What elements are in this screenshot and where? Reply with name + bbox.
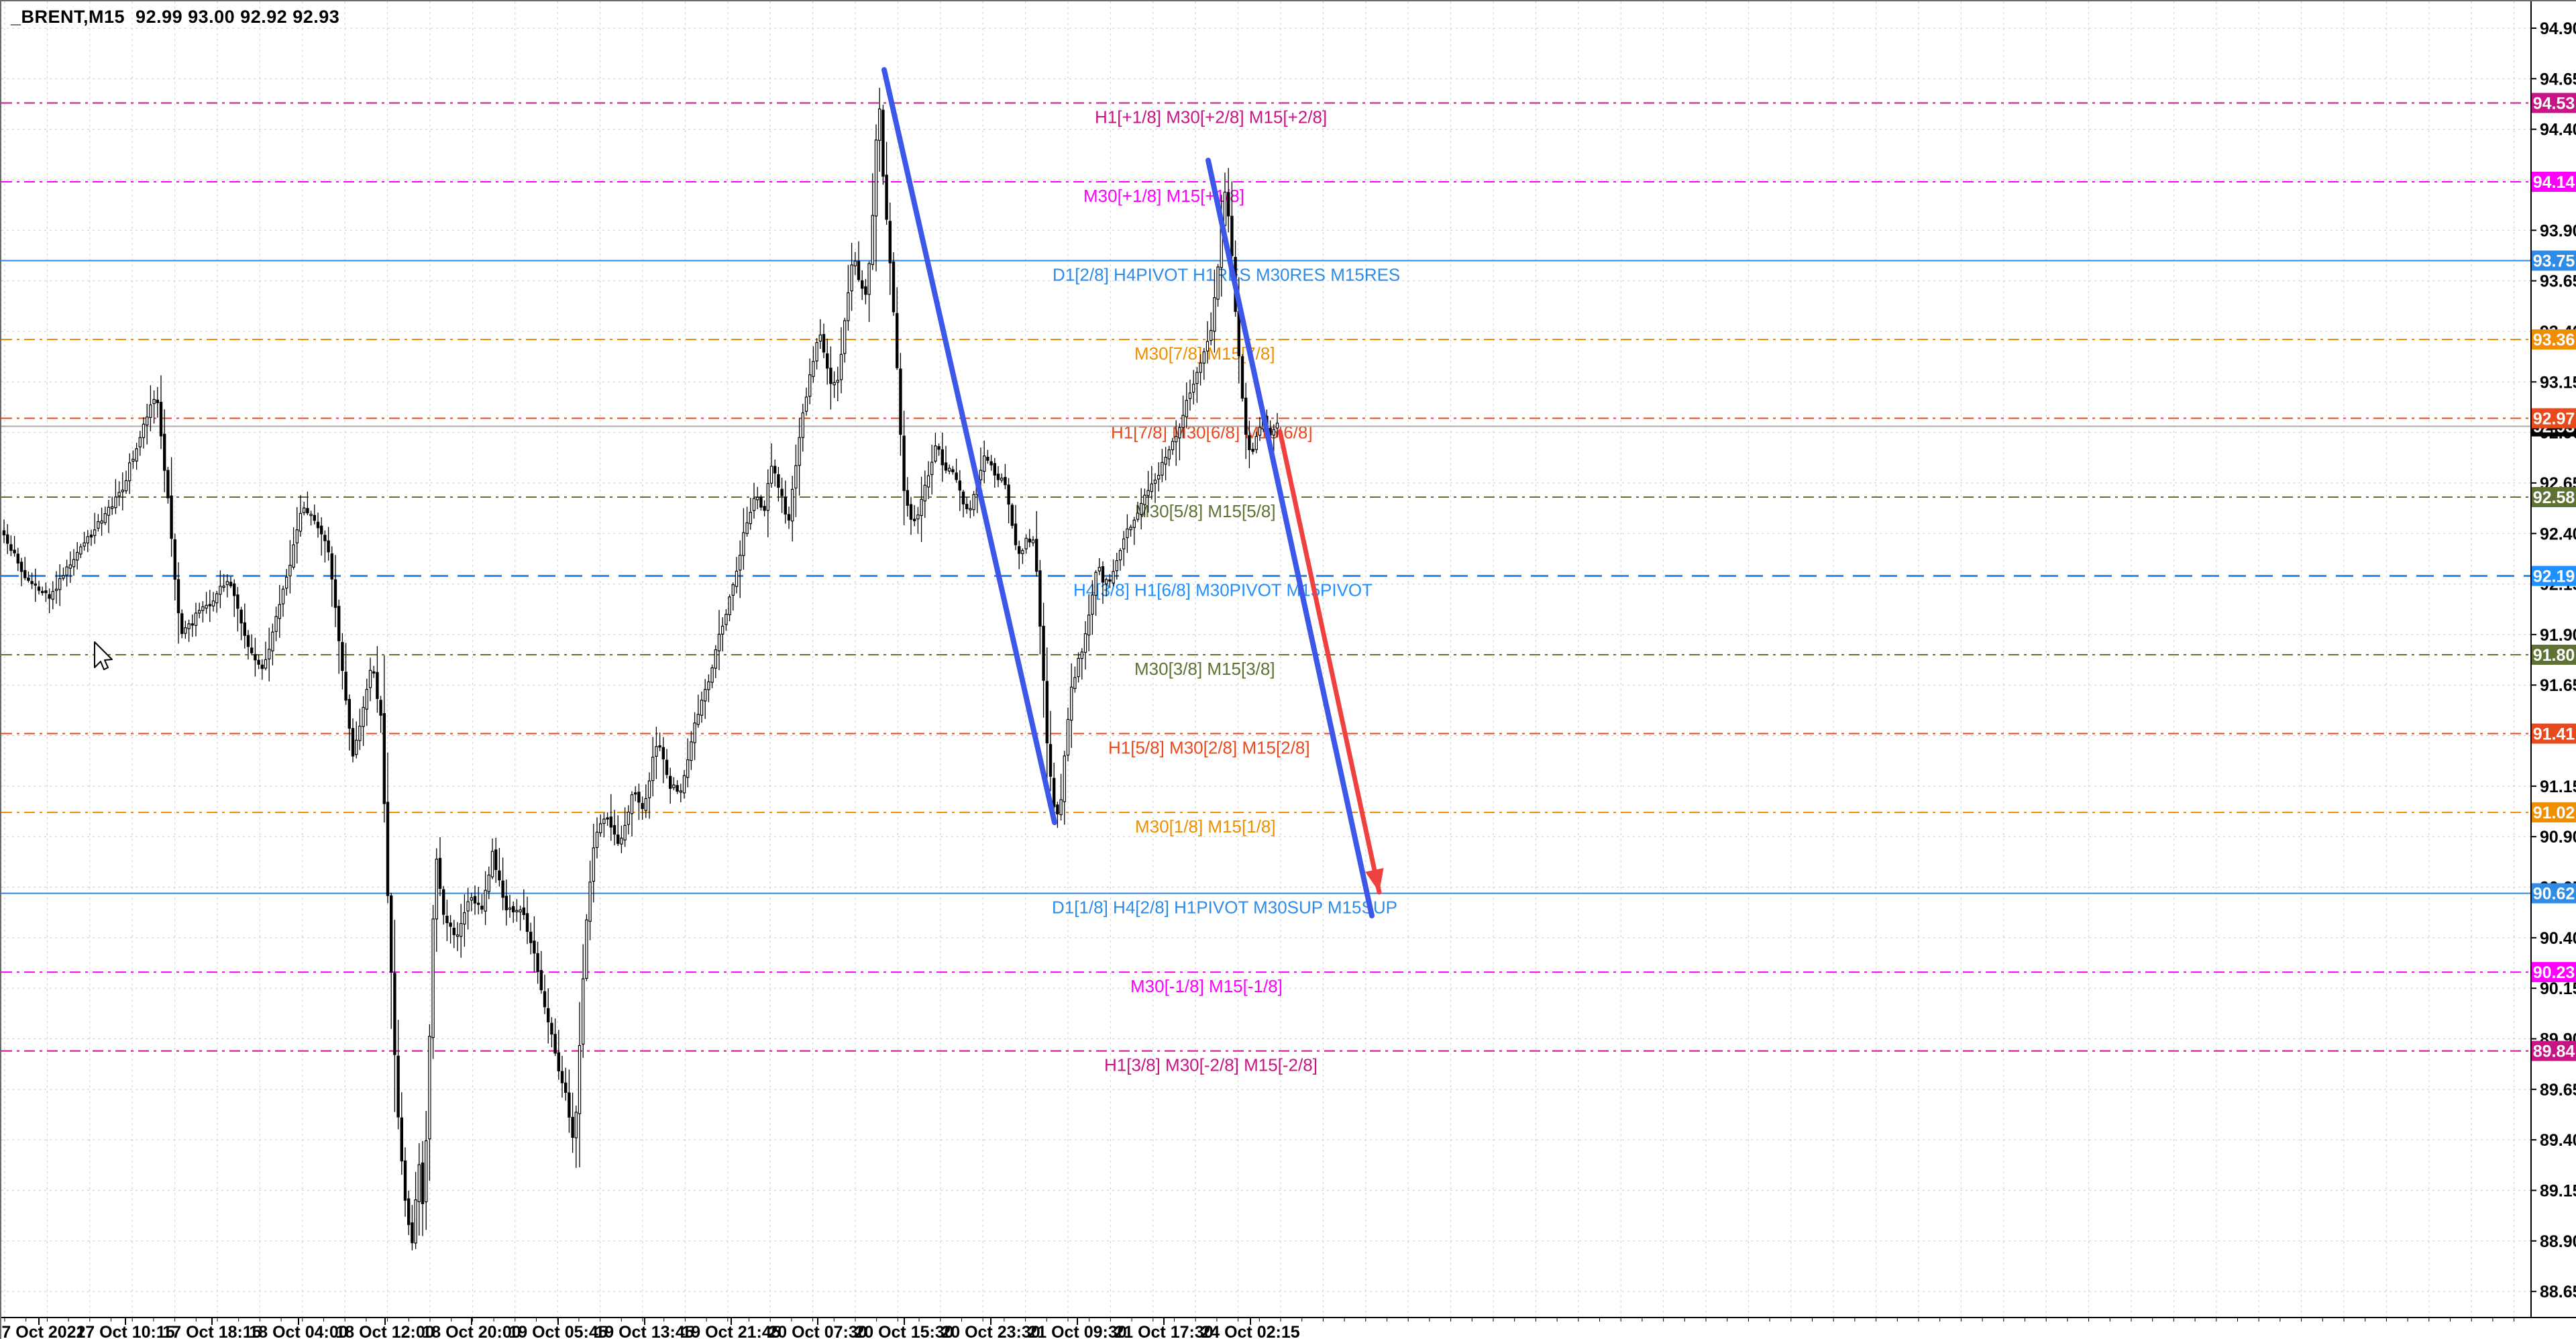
svg-text:90.62: 90.62 [2533, 885, 2575, 904]
price-tick-label: 94.90 [2540, 19, 2576, 38]
price-tick-label: 90.90 [2540, 828, 2576, 847]
time-tick-label: 17 Oct 18:15 [162, 1323, 261, 1339]
candles-layer [2, 87, 1279, 1250]
level-label: H1[5/8] M30[2/8] M15[2/8] [1108, 738, 1310, 758]
price-tick-label: 91.65 [2540, 676, 2576, 695]
price-tick-label: 89.65 [2540, 1081, 2576, 1100]
level-price-badge [2532, 1040, 2576, 1061]
level-label: M30[+1/8] M15[+1/8] [1083, 186, 1244, 206]
level-label: M30[-1/8] M15[-1/8] [1130, 976, 1283, 996]
time-tick-label: 18 Oct 12:00 [335, 1323, 434, 1339]
level-label: M30[1/8] M15[1/8] [1135, 816, 1276, 837]
level-lines-layer: H1[+1/8] M30[+2/8] M15[+2/8] M30[+1/8] M1… [1, 102, 2531, 1075]
level-label: H1[3/8] M30[-2/8] M15[-2/8] [1104, 1055, 1318, 1075]
mouse-cursor-icon [94, 641, 113, 670]
level-price-badge [2532, 93, 2576, 113]
level-label: M30[3/8] M15[3/8] [1134, 659, 1275, 679]
svg-text:93.75: 93.75 [2533, 252, 2575, 270]
price-tick-label: 93.90 [2540, 221, 2576, 240]
time-tick-label: 19 Oct 05:45 [508, 1323, 607, 1339]
price-tick-label: 91.15 [2540, 778, 2576, 796]
level-label: D1[1/8] H4[2/8] H1PIVOT M30SUP M15SUP [1052, 898, 1397, 918]
price-tick-label: 88.65 [2540, 1283, 2576, 1301]
arrowhead-icon [1365, 867, 1384, 892]
price-tick-label: 89.15 [2540, 1181, 2576, 1200]
symbol-ohlc-overlay: _BRENT,M15 92.99 93.00 92.92 92.93 [11, 7, 340, 27]
level-label: H4[3/8] H1[6/8] M30PIVOT M15PIVOT [1073, 580, 1373, 600]
svg-text:90.23: 90.23 [2533, 963, 2575, 982]
trendlines-layer[interactable] [881, 67, 1384, 918]
price-tick-label: 90.15 [2540, 979, 2576, 998]
level-label: D1[2/8] H4PIVOT H1RES M30RES M15RES [1053, 264, 1400, 284]
svg-text:92.58: 92.58 [2533, 488, 2575, 507]
svg-text:92.19: 92.19 [2533, 568, 2575, 586]
time-tick-label: 19 Oct 13:45 [595, 1323, 694, 1339]
level-price-badge [2532, 250, 2576, 271]
time-tick-label: 17 Oct 10:15 [76, 1323, 174, 1339]
price-tick-label: 94.65 [2540, 70, 2576, 89]
svg-text:89.84: 89.84 [2533, 1042, 2575, 1061]
level-price-badge [2532, 487, 2576, 508]
price-tick-label: 90.40 [2540, 929, 2576, 948]
trend-line [881, 67, 1057, 825]
trend-line [1205, 158, 1375, 918]
level-price-badge [2532, 962, 2576, 983]
level-price-badge [2532, 883, 2576, 904]
time-tick-label: 24 Oct 02:15 [1201, 1323, 1299, 1339]
time-tick-label: 18 Oct 04:00 [249, 1323, 347, 1339]
svg-text:94.53: 94.53 [2533, 94, 2575, 113]
svg-text:91.02: 91.02 [2533, 804, 2575, 822]
svg-text:92.97: 92.97 [2533, 410, 2575, 429]
time-tick-label: 18 Oct 20:00 [422, 1323, 521, 1339]
svg-text:91.80: 91.80 [2533, 646, 2575, 665]
time-tick-label: 17 Oct 2022 [1, 1323, 86, 1339]
price-tick-label: 88.90 [2540, 1232, 2576, 1251]
level-price-badge [2532, 723, 2576, 744]
time-tick-label: 20 Oct 07:30 [768, 1323, 867, 1339]
level-price-badge [2532, 566, 2576, 586]
trend-arrow [1277, 429, 1382, 895]
level-label: M30[5/8] M15[5/8] [1135, 501, 1276, 521]
level-price-badge [2532, 171, 2576, 192]
level-label: H1[+1/8] M30[+2/8] M15[+2/8] [1095, 107, 1327, 127]
svg-text:93.36: 93.36 [2533, 331, 2575, 350]
time-tick-label: 20 Oct 15:30 [855, 1323, 953, 1339]
time-tick-label: 21 Oct 17:30 [1114, 1323, 1213, 1339]
level-price-badge [2532, 645, 2576, 665]
price-tick-label: 91.90 [2540, 626, 2576, 645]
time-tick-label: 21 Oct 09:30 [1028, 1323, 1126, 1339]
price-tick-label: 89.40 [2540, 1131, 2576, 1150]
price-tick-label: 93.65 [2540, 272, 2576, 291]
time-tick-label: 19 Oct 21:45 [682, 1323, 780, 1339]
level-price-badge [2532, 408, 2576, 429]
svg-text:91.41: 91.41 [2533, 725, 2575, 744]
time-tick-label: 20 Oct 23:30 [941, 1323, 1040, 1339]
level-price-badge [2532, 329, 2576, 350]
level-price-badge [2532, 802, 2576, 823]
price-tick-label: 93.15 [2540, 373, 2576, 392]
price-tick-label: 92.40 [2540, 525, 2576, 543]
price-tick-label: 94.40 [2540, 121, 2576, 140]
svg-text:94.14: 94.14 [2533, 173, 2575, 192]
